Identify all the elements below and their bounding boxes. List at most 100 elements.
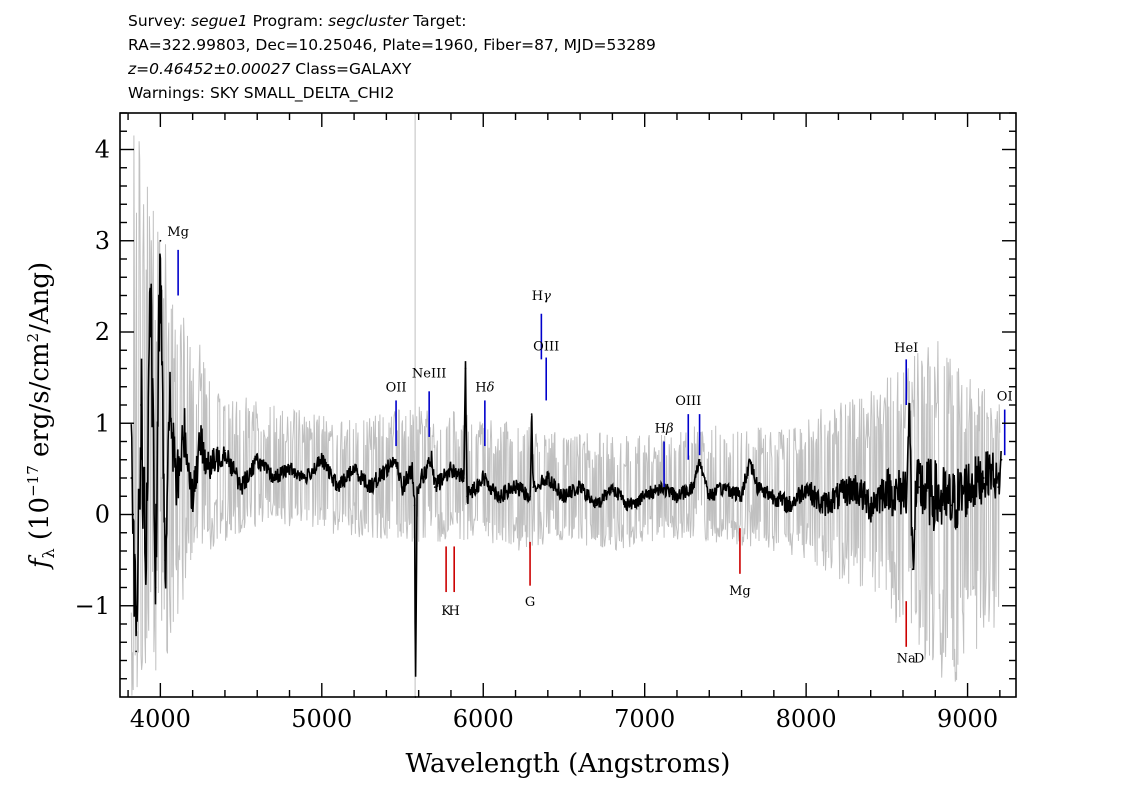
flux-point (869, 504, 872, 507)
flux-point (530, 413, 533, 415)
x-tick-label: 4000 (130, 705, 191, 733)
flux-point (905, 486, 908, 488)
flux-series (130, 253, 1002, 677)
flux-point (416, 486, 418, 488)
flux-point (918, 486, 920, 488)
flux-point (413, 504, 416, 507)
flux-point (595, 504, 598, 507)
flux-point (532, 486, 535, 488)
y-axis-title: fλ (10−17 erg/s/cm2/Ang) (24, 262, 58, 570)
flux-point (433, 486, 436, 488)
annotation-label-11: K (441, 604, 451, 619)
annotation-label-16: D (914, 651, 924, 666)
x-tick-label: 9000 (937, 705, 998, 733)
y-tick-label: 3 (95, 227, 110, 255)
x-tick-label: 5000 (291, 705, 352, 733)
flux-point (692, 486, 694, 488)
redshift-value: z=0.46452±0.00027 (128, 60, 291, 78)
flux-point (789, 504, 791, 507)
flux-point (337, 486, 339, 488)
flux-point (911, 568, 914, 571)
flux-point (611, 486, 614, 488)
flux-point (837, 495, 840, 498)
annotation-label-5: OIII (533, 339, 559, 354)
flux-point (183, 431, 186, 434)
flux-point (466, 495, 468, 498)
flux-point (421, 477, 423, 479)
flux-point (821, 504, 824, 507)
flux-point (724, 486, 727, 488)
axes: 4000 5000 6000 7000 8000 9000 −1 0 1 2 3 4 Wavelengt… (24, 112, 1017, 779)
y-tick-label: 4 (95, 136, 110, 164)
header-line-2: RA=322.99803, Dec=10.25046, Plate=1960, … (128, 36, 656, 54)
survey-value: segue1 (190, 12, 248, 30)
annotation-greek-3: δ (487, 380, 495, 395)
flux-point (159, 239, 162, 242)
annotation-label-13: G (525, 595, 535, 610)
y-tick-label: 0 (95, 501, 110, 529)
flux-point (135, 650, 138, 653)
flux-point (676, 495, 678, 498)
flux-point (563, 495, 565, 498)
flux-point (748, 458, 751, 461)
flux-point (756, 486, 759, 488)
flux-point (272, 477, 275, 479)
flux-point (853, 486, 856, 488)
x-axis-title: Wavelength (Angstroms) (406, 749, 731, 779)
flux-point (240, 486, 243, 488)
annotation-label-4: Hγ (532, 289, 551, 304)
x-tick-label: 8000 (776, 705, 837, 733)
flux-point (514, 486, 517, 488)
flux-point (369, 486, 372, 488)
flux-layer (130, 239, 1003, 698)
flux-point (401, 486, 404, 488)
x-tick-label: 6000 (453, 705, 514, 733)
flux-point (546, 477, 549, 479)
flux-point (320, 458, 323, 461)
flux-point (169, 404, 171, 406)
flux-point (191, 495, 194, 498)
flux-point (430, 458, 433, 461)
flux-point (450, 468, 452, 470)
flux-point (353, 468, 355, 470)
header-line-1: Survey: segue1 Program: segcluster Targe… (128, 12, 466, 30)
flux-point (1000, 458, 1003, 461)
y-tick-label: 2 (95, 318, 110, 346)
flux-point (997, 486, 1000, 488)
flux-point (463, 477, 465, 479)
flux-point (659, 486, 662, 488)
flux-point (256, 458, 259, 461)
flux-point (772, 495, 775, 498)
flux-point (199, 440, 202, 443)
flux-point (288, 468, 291, 470)
flux-point (224, 449, 226, 452)
flux-point (908, 413, 911, 415)
flux-point (740, 495, 743, 498)
flux-point (164, 559, 167, 561)
survey-label: Survey: (128, 12, 187, 30)
x-tick-label: 7000 (614, 705, 675, 733)
y-tick-label: 1 (95, 409, 110, 437)
flux-point (915, 495, 917, 498)
flux-point (627, 504, 630, 507)
flux-point (149, 294, 152, 297)
flux-point (498, 495, 501, 498)
class-value: Class=GALAXY (295, 60, 412, 78)
flux-point (950, 504, 953, 507)
flux-point (464, 367, 467, 370)
program-label: Program: (252, 12, 324, 30)
noise-layer (130, 113, 1001, 697)
flux-point (698, 458, 701, 461)
flux-point (894, 495, 896, 498)
flux-point (885, 486, 888, 488)
annotation-label-2: NeIII (412, 367, 446, 382)
flux-point (140, 404, 142, 406)
flux-point (529, 495, 531, 498)
flux-point (175, 486, 178, 488)
flux-point (643, 495, 646, 498)
flux-point (579, 486, 581, 488)
flux-point (934, 495, 937, 498)
flux-point (982, 477, 985, 479)
